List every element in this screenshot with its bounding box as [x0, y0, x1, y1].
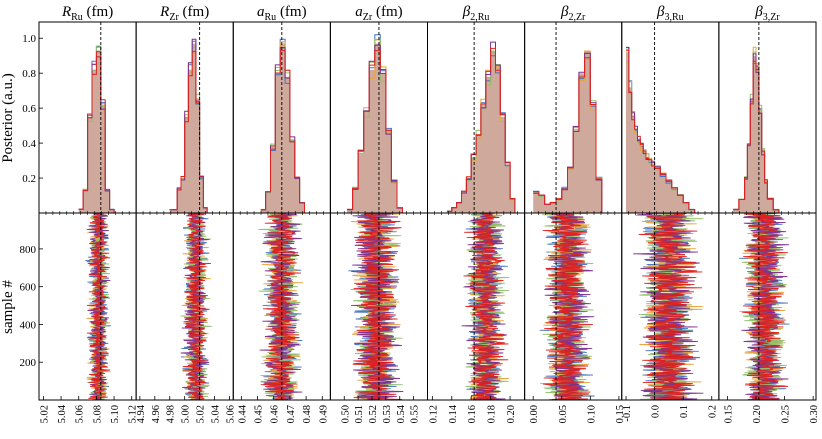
panel-title: β2,Ru	[462, 4, 490, 23]
sample-y-tick-label: 600	[20, 282, 37, 294]
posterior-step-series	[260, 50, 310, 214]
panel-title: β3,Ru	[656, 4, 684, 23]
sample-y-tick-label: 400	[20, 319, 37, 331]
panel-title: β3,Zr	[754, 4, 780, 23]
x-tick-label: 0.44	[237, 404, 248, 423]
trace-series	[742, 212, 789, 400]
panel-6: β3,Ru -0.1 0.0 0.1 0.2	[621, 4, 720, 422]
x-tick-label: 0.53	[382, 405, 393, 423]
panel-title: aZr (fm)	[355, 4, 402, 23]
x-tick-label: 0.10	[586, 405, 597, 423]
x-tick-label: 5.06	[75, 405, 86, 423]
x-tick-label: 5.02	[196, 405, 207, 423]
x-tick-label: 0.16	[467, 405, 478, 423]
panel-2: aRu (fm) 0.44 0.45 0.46 0.47 0.48 0.49	[232, 4, 331, 423]
posterior-y-tick-label: 0.2	[22, 173, 36, 185]
x-tick-label: 0.50	[340, 405, 351, 423]
x-tick-label: 0.45	[254, 405, 265, 423]
x-tick-label: 0.1	[679, 405, 690, 418]
trace-series	[182, 212, 210, 400]
x-tick-label: 0.48	[302, 405, 313, 423]
panel-1: RZr (fm) 4.94 4.96 4.98 5.00 5.02 5.04 5.06	[135, 4, 237, 423]
x-tick-label: 5.08	[92, 405, 103, 423]
posterior-histogram	[78, 50, 119, 213]
x-tick-label: 0.14	[448, 404, 459, 423]
trace-series	[260, 212, 302, 400]
x-tick-label: 0.20	[506, 405, 517, 423]
posterior-step-series	[446, 47, 520, 214]
x-tick-label: 0.30	[809, 405, 820, 423]
posterior-step-series	[78, 51, 119, 214]
samples-axis-label: sample #	[0, 280, 16, 334]
x-tick-label: 0.20	[752, 405, 763, 423]
x-tick-label: 0.54	[396, 404, 407, 423]
x-tick-label: 0.00	[529, 405, 540, 423]
trace-series	[350, 212, 402, 400]
x-tick-label: 0.05	[558, 405, 569, 423]
posterior-y-tick-label: 1.0	[22, 33, 36, 45]
posterior-axis-label: Posterior (a.u.)	[0, 73, 16, 163]
posterior-step-series	[626, 49, 698, 214]
x-tick-label: 4.98	[166, 405, 177, 423]
x-tick-label: 0.0	[651, 405, 662, 418]
x-tick-label: 5.06	[226, 405, 237, 423]
x-tick-label: 0.55	[410, 405, 421, 423]
posterior-step-series	[733, 60, 785, 214]
posterior-y-tick-label: 0.6	[22, 103, 36, 115]
x-tick-label: 0.15	[615, 405, 626, 423]
x-tick-label: 5.04	[211, 404, 222, 423]
trace-series	[351, 212, 404, 400]
x-tick-label: 4.96	[151, 405, 162, 423]
x-tick-label: 0.51	[354, 405, 365, 423]
x-tick-label: 0.46	[270, 405, 281, 423]
x-tick-label: 4.94	[136, 404, 147, 423]
panel-title: RZr (fm)	[159, 4, 209, 23]
x-tick-label: 5.12	[128, 405, 139, 423]
panel-4: β2,Ru 0.12 0.14 0.16 0.18 0.20	[427, 4, 526, 423]
posterior-step-series	[347, 50, 409, 214]
sample-y-tick-label: 200	[20, 357, 37, 369]
trace-frame	[38, 212, 137, 401]
sample-y-tick-label: 800	[20, 244, 37, 256]
sample-y-ticks: 200 400 600 800	[20, 244, 43, 369]
x-tick-label: 0.2	[708, 405, 719, 418]
posterior-histogram	[533, 50, 608, 213]
x-tick-label: -0.1	[622, 405, 633, 422]
x-tick-label: 0.47	[286, 405, 297, 423]
trace-series	[463, 212, 509, 400]
panel-5: β2,Zr 0.00 0.05 0.10 0.15	[524, 4, 626, 423]
panel-title: β2,Zr	[560, 4, 586, 23]
posterior-y-tick-label: 0.8	[22, 68, 36, 80]
trace-series	[638, 212, 703, 400]
x-tick-label: 5.02	[39, 405, 50, 423]
posterior-histogram	[446, 50, 520, 213]
posterior-histogram	[169, 43, 215, 213]
x-tick-label: 0.52	[368, 405, 379, 423]
posterior-step-series	[533, 57, 608, 214]
panel-7: β3,Zr 0.15 0.20 0.25 0.30	[718, 4, 820, 423]
x-tick-label: 5.04	[57, 404, 68, 423]
posterior-histogram	[260, 43, 310, 213]
posterior-histogram	[347, 43, 409, 213]
panel-0: RRu (fm) 5.02 5.04 5.06 5.08 5.10 5.12	[38, 4, 139, 423]
x-tick-label: 0.18	[487, 405, 498, 423]
trace-series	[86, 212, 111, 400]
panel-title: RRu (fm)	[61, 4, 113, 23]
panel-3: aZr (fm) 0.50 0.51 0.52 0.53 0.54 0.55	[329, 4, 428, 423]
posterior-histogram	[626, 52, 698, 214]
x-tick-label: 0.25	[781, 405, 792, 423]
x-tick-label: 0.49	[318, 405, 329, 423]
x-tick-label: 5.10	[110, 405, 121, 423]
trace-series	[542, 212, 593, 400]
posterior-y-tick-label: 0.4	[22, 138, 36, 150]
x-tick-label: 5.00	[181, 405, 192, 423]
posterior-y-ticks: 0.2 0.4 0.6 0.8 1.0	[22, 33, 43, 185]
trace-series	[633, 212, 704, 400]
x-tick-label: 0.15	[723, 405, 734, 423]
panel-title: aRu (fm)	[257, 4, 307, 23]
x-tick-label: 0.12	[428, 405, 439, 423]
posterior-step-series	[169, 51, 215, 214]
